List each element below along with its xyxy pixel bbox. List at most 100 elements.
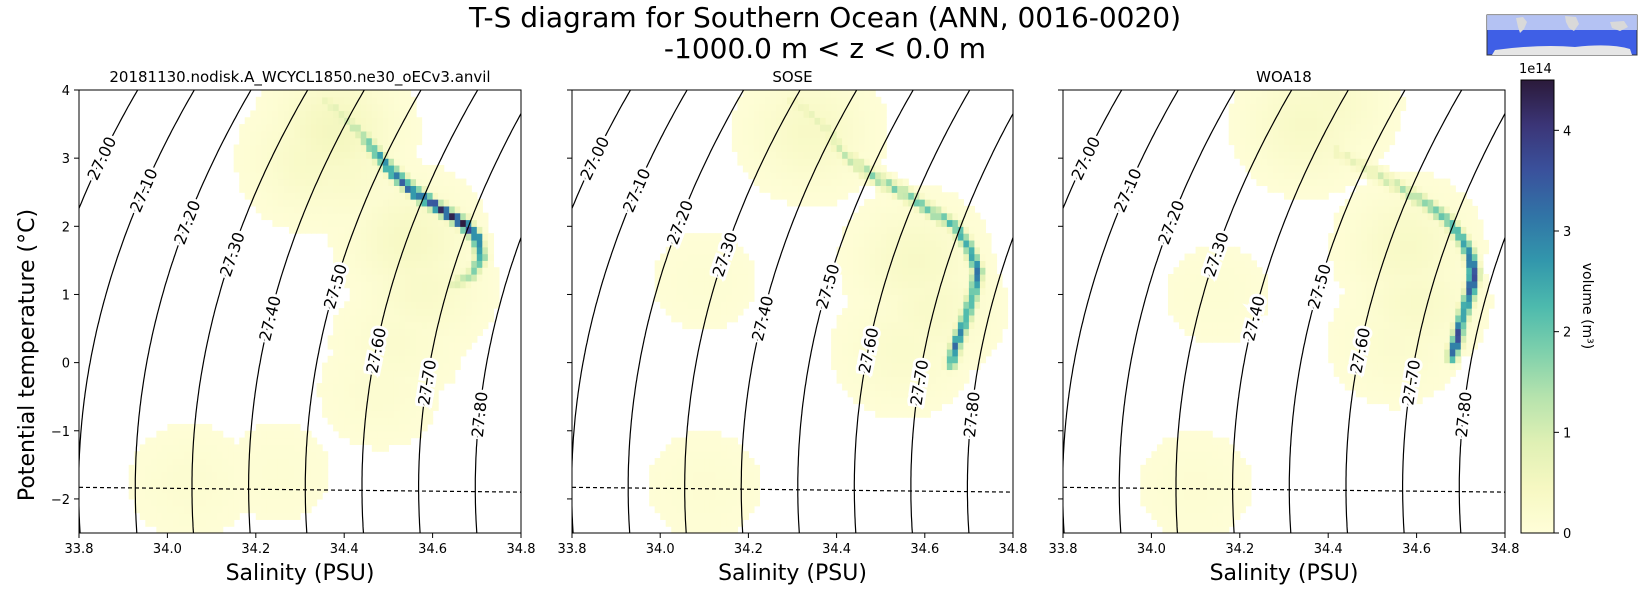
heatmap-cell	[963, 329, 969, 336]
heatmap-cell	[1240, 151, 1246, 158]
heatmap-cell	[1350, 179, 1356, 186]
heatmap-cell	[1245, 104, 1251, 111]
heatmap-cell	[306, 431, 312, 438]
heatmap-cell	[256, 104, 262, 111]
heatmap-cell	[1361, 260, 1367, 267]
heatmap-cell	[1223, 492, 1229, 499]
heatmap-cell	[1350, 281, 1356, 288]
heatmap-cell	[488, 281, 494, 288]
heatmap-cell	[1174, 267, 1180, 274]
heatmap-cell	[1306, 117, 1312, 124]
heatmap-cell	[355, 294, 361, 301]
heatmap-cell	[1262, 179, 1268, 186]
heatmap-cell	[1262, 151, 1268, 158]
heatmap-cell	[328, 117, 334, 124]
heatmap-cell	[748, 267, 754, 274]
heatmap-cell	[317, 444, 323, 451]
heatmap-cell	[798, 172, 804, 179]
heatmap-cell	[328, 383, 334, 390]
heatmap-cell	[482, 267, 488, 274]
heatmap-cell	[1212, 294, 1218, 301]
heatmap-cell	[1278, 117, 1284, 124]
heatmap-cell	[366, 417, 372, 424]
heatmap-cell	[886, 376, 892, 383]
heatmap-cell	[1229, 322, 1235, 329]
heatmap-cell	[383, 138, 389, 145]
heatmap-cell	[294, 185, 300, 192]
heatmap-cell	[289, 192, 295, 199]
heatmap-cell	[947, 390, 953, 397]
heatmap-cell	[317, 104, 323, 111]
heatmap-cell	[383, 281, 389, 288]
heatmap-cell	[361, 131, 367, 138]
heatmap-cell	[394, 172, 400, 179]
heatmap-cell	[1378, 397, 1384, 404]
heatmap-cell	[671, 288, 677, 295]
heatmap-cell	[1234, 138, 1240, 145]
heatmap-cell	[1367, 267, 1373, 274]
heatmap-cell	[311, 499, 317, 506]
heatmap-cell	[831, 110, 837, 117]
heatmap-cell	[372, 294, 378, 301]
heatmap-cell	[377, 424, 383, 431]
heatmap-cell	[1262, 117, 1268, 124]
heatmap-cell	[1356, 158, 1362, 165]
heatmap-cell	[919, 267, 925, 274]
heatmap-cell	[1185, 288, 1191, 295]
heatmap-cell	[405, 308, 411, 315]
heatmap-cell	[693, 267, 699, 274]
heatmap-cell	[936, 301, 942, 308]
heatmap-cell	[1383, 397, 1389, 404]
heatmap-cell	[471, 281, 477, 288]
heatmap-cell	[974, 240, 980, 247]
heatmap-cell	[859, 151, 865, 158]
heatmap-cell	[798, 110, 804, 117]
heatmap-cell	[278, 192, 284, 199]
heatmap-cell	[1256, 138, 1262, 145]
heatmap-cell	[1140, 478, 1146, 485]
heatmap-cell	[848, 335, 854, 342]
heatmap-cell	[405, 131, 411, 138]
heatmap-cell	[759, 97, 765, 104]
heatmap-cell	[339, 138, 345, 145]
heatmap-cell	[328, 179, 334, 186]
heatmap-cell	[787, 172, 793, 179]
heatmap-cell	[411, 288, 417, 295]
heatmap-cell	[952, 260, 958, 267]
heatmap-cell	[743, 472, 749, 479]
heatmap-cell	[223, 458, 229, 465]
heatmap-cell	[655, 499, 661, 506]
heatmap-cell	[311, 104, 317, 111]
heatmap-cell	[925, 233, 931, 240]
heatmap-cell	[394, 417, 400, 424]
heatmap-cell	[361, 397, 367, 404]
heatmap-cell	[1334, 315, 1340, 322]
heatmap-cell	[1267, 97, 1273, 104]
heatmap-cell	[234, 458, 240, 465]
heatmap-cell	[958, 288, 964, 295]
heatmap-cell	[748, 117, 754, 124]
heatmap-cell	[1251, 281, 1257, 288]
heatmap-cell	[405, 199, 411, 206]
heatmap-cell	[355, 267, 361, 274]
heatmap-cell	[1350, 158, 1356, 165]
heatmap-cell	[223, 478, 229, 485]
heatmap-cell	[947, 301, 953, 308]
heatmap-cell	[140, 465, 146, 472]
heatmap-cell	[377, 233, 383, 240]
heatmap-cell	[985, 335, 991, 342]
heatmap-cell	[743, 499, 749, 506]
heatmap-cell	[411, 322, 417, 329]
heatmap-cell	[399, 267, 405, 274]
heatmap-cell	[294, 90, 300, 97]
heatmap-cell	[1290, 185, 1296, 192]
heatmap-cell	[245, 506, 251, 513]
heatmap-cell	[283, 465, 289, 472]
heatmap-cell	[666, 465, 672, 472]
heatmap-cell	[140, 499, 146, 506]
heatmap-cell	[963, 335, 969, 342]
heatmap-cell	[350, 342, 356, 349]
heatmap-cell	[748, 138, 754, 145]
heatmap-cell	[433, 349, 439, 356]
heatmap-cell	[1201, 499, 1207, 506]
